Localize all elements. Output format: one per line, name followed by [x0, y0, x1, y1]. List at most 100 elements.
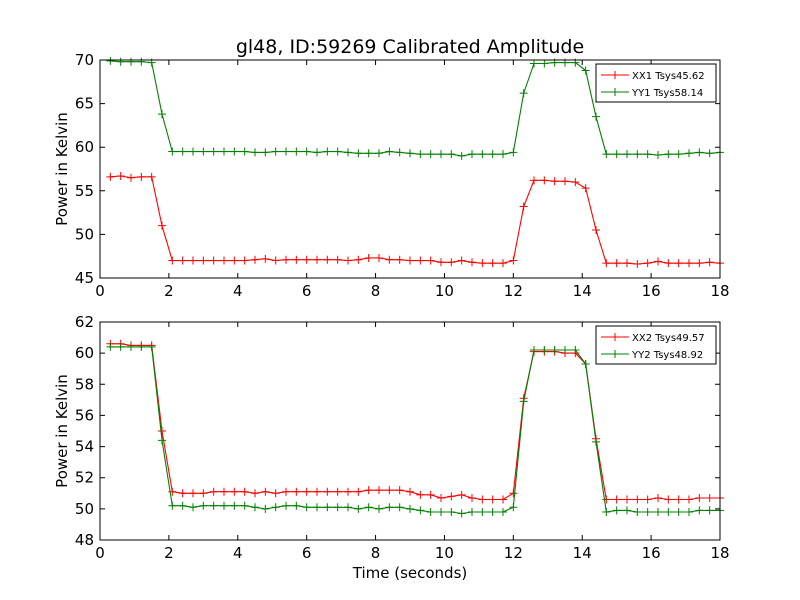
- x-tick-label: 4: [233, 544, 243, 562]
- data-point: [633, 260, 642, 269]
- data-point: [468, 507, 476, 516]
- data-point: [271, 489, 280, 498]
- data-point: [674, 259, 683, 268]
- data-point: [271, 256, 280, 265]
- data-point: [158, 427, 166, 435]
- data-point: [230, 487, 239, 496]
- data-point: [530, 176, 538, 185]
- data-point: [292, 255, 301, 264]
- data-point: [292, 147, 301, 156]
- data-point: [447, 150, 456, 159]
- y-tick-label: 50: [75, 500, 94, 518]
- data-point: [478, 507, 487, 516]
- data-point: [612, 495, 621, 504]
- data-point: [571, 346, 580, 355]
- data-point: [437, 493, 445, 502]
- data-point: [395, 486, 404, 495]
- data-point: [592, 112, 600, 121]
- data-point: [354, 504, 363, 513]
- data-point: [127, 342, 135, 351]
- data-point: [685, 507, 693, 516]
- data-point: [240, 147, 249, 156]
- data-point: [375, 253, 383, 262]
- data-point: [168, 256, 177, 265]
- legend-marker: [611, 71, 619, 79]
- data-point: [240, 501, 249, 510]
- x-tick-label: 8: [371, 544, 381, 562]
- data-point: [344, 503, 352, 512]
- data-point: [354, 255, 363, 264]
- data-point: [437, 258, 445, 267]
- data-point: [695, 506, 704, 515]
- y-tick-label: 48: [75, 531, 94, 549]
- data-point: [612, 259, 621, 268]
- data-point: [178, 501, 187, 510]
- data-point: [261, 254, 270, 263]
- legend-marker: [611, 350, 619, 358]
- data-point: [364, 149, 373, 158]
- data-point: [240, 487, 249, 496]
- data-point: [468, 150, 476, 159]
- data-point: [261, 487, 270, 496]
- data-point: [519, 397, 528, 406]
- legend-entry: XX1 Tsys45.62: [632, 71, 705, 82]
- data-point: [302, 147, 311, 156]
- data-point: [323, 147, 332, 156]
- data-point: [478, 259, 487, 268]
- data-point: [664, 259, 673, 268]
- data-point: [499, 507, 507, 516]
- data-point: [447, 492, 456, 501]
- data-point: [230, 147, 239, 156]
- data-point: [509, 148, 518, 157]
- data-point: [643, 495, 652, 504]
- data-point: [643, 507, 652, 516]
- data-point: [375, 149, 383, 158]
- data-point: [406, 149, 414, 158]
- data-point: [116, 57, 125, 66]
- data-point: [106, 56, 115, 65]
- data-point: [240, 256, 249, 265]
- data-point: [416, 490, 425, 499]
- data-point: [623, 506, 631, 515]
- data-point: [416, 506, 425, 515]
- data-point: [354, 149, 363, 158]
- data-point: [189, 503, 197, 512]
- data-point: [220, 256, 228, 265]
- data-point: [344, 256, 352, 265]
- series-line-1-0: [110, 343, 720, 501]
- data-point: [230, 501, 239, 510]
- data-point: [499, 495, 507, 504]
- data-point: [375, 486, 383, 495]
- data-point: [385, 255, 394, 264]
- x-tick-label: 10: [435, 544, 454, 562]
- y-tick-label: 60: [75, 344, 94, 362]
- x-tick-label: 10: [435, 282, 454, 300]
- x-tick-label: 14: [573, 282, 592, 300]
- data-point: [457, 490, 466, 499]
- data-point: [550, 346, 559, 355]
- data-point: [385, 486, 394, 495]
- data-point: [282, 255, 290, 264]
- data-point: [654, 257, 662, 266]
- legend-box: [595, 325, 717, 365]
- data-point: [364, 253, 373, 262]
- data-point: [447, 258, 456, 267]
- data-point: [654, 151, 662, 160]
- data-point: [633, 150, 642, 159]
- data-point: [106, 342, 115, 351]
- x-tick-label: 12: [504, 282, 523, 300]
- data-point: [333, 255, 342, 264]
- data-point: [189, 147, 197, 156]
- data-point: [540, 176, 549, 185]
- data-point: [705, 493, 714, 502]
- data-point: [592, 226, 600, 235]
- data-point: [116, 171, 125, 180]
- data-point: [685, 149, 693, 158]
- data-point: [457, 256, 466, 265]
- data-point: [426, 256, 435, 265]
- data-point: [158, 221, 166, 230]
- data-point: [643, 259, 652, 268]
- y-tick-label: 45: [75, 269, 94, 287]
- data-point: [592, 437, 600, 446]
